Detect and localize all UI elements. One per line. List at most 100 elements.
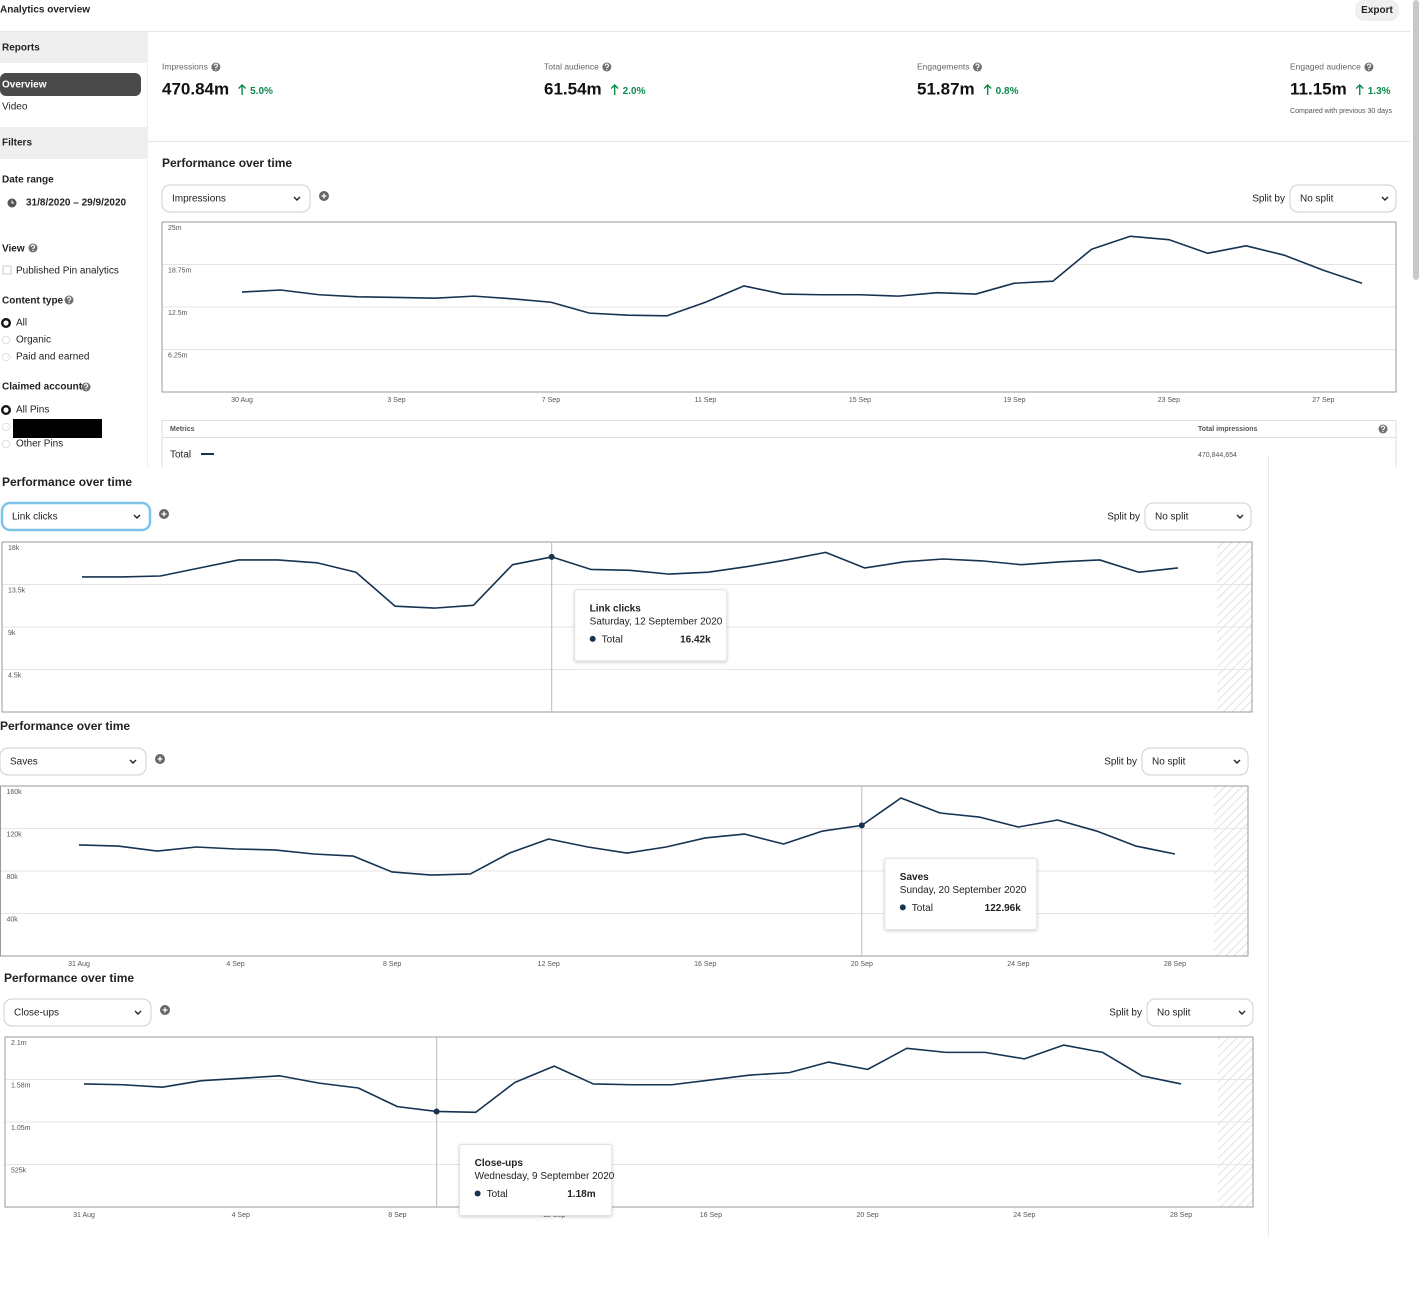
help-glyph (975, 63, 980, 69)
radio-label: All Pins (16, 405, 49, 416)
split-select[interactable] (1141, 747, 1249, 776)
kpi-label: Total audience (544, 61, 599, 71)
filter-label: Claimed account (2, 382, 83, 393)
plot-frame (161, 221, 1397, 393)
help-dot (606, 69, 608, 71)
chevron (1238, 1010, 1246, 1015)
split-select-value: No split (1155, 512, 1189, 523)
metric-select-value: Close-ups (14, 1008, 59, 1019)
x-tick-label: 23 Sep (1158, 397, 1180, 404)
tooltip (884, 857, 1038, 930)
tooltip (459, 1143, 613, 1216)
clock-hand (11, 200, 14, 204)
export-button[interactable] (1355, 0, 1399, 21)
radio-label: Other Pins (16, 439, 63, 450)
kpi-value: 61.54m (544, 79, 602, 98)
chevron (1381, 196, 1389, 201)
up-arrow (238, 84, 247, 95)
hover-point (548, 553, 555, 560)
kpi-value: 11.15m (1290, 79, 1347, 98)
radio[interactable] (1, 318, 11, 329)
filter-label: View (2, 244, 25, 255)
hover-point (433, 1108, 440, 1115)
x-tick-label: 16 Sep (694, 961, 716, 968)
radio[interactable] (1, 422, 11, 432)
page-title: Analytics overview (0, 5, 90, 16)
radio[interactable] (1, 335, 11, 345)
metric-select[interactable] (0, 747, 147, 776)
y-tick-label: 18.75m (168, 267, 192, 274)
plot-frame (4, 1036, 1254, 1208)
kpi-value: 51.87m (917, 79, 975, 98)
chevron (133, 514, 141, 519)
tooltip (574, 589, 728, 662)
y-tick-label: 40k (7, 916, 19, 923)
up-arrow (983, 84, 992, 95)
x-tick-label: 28 Sep (1170, 1212, 1192, 1219)
help-dot (32, 250, 34, 252)
redacted-account (13, 419, 102, 438)
table-header: Metrics (170, 426, 195, 433)
split-select[interactable] (1144, 502, 1252, 531)
x-tick-label: 20 Sep (857, 1212, 879, 1219)
help-glyph (1366, 63, 1372, 69)
x-tick-label: 20 Sep (851, 961, 873, 968)
section-title: Performance over time (162, 156, 292, 170)
help-glyph (30, 244, 36, 250)
help-dot (976, 69, 979, 71)
split-label: Split by (1252, 194, 1285, 205)
y-tick-label: 25m (168, 225, 182, 232)
radio[interactable] (1, 439, 11, 449)
table-header: Total impressions (1198, 426, 1257, 433)
filter-label: Content type (2, 296, 64, 307)
y-tick-label: 18k (8, 545, 20, 552)
kpi-label: Engaged audience (1290, 61, 1361, 71)
help-glyph (1380, 425, 1386, 431)
x-tick-label: 19 Sep (1003, 397, 1025, 404)
x-tick-label: 27 Sep (1312, 397, 1334, 404)
tooltip-swatch (589, 635, 596, 642)
help-dot (1382, 431, 1384, 433)
x-tick-label: 15 Sep (849, 397, 871, 404)
metric-select[interactable] (161, 184, 311, 213)
split-label: Split by (1104, 757, 1137, 768)
plus-glyph (161, 511, 167, 517)
y-tick-label: 9k (8, 630, 16, 637)
split-select-value: No split (1157, 1008, 1191, 1019)
split-select[interactable] (1289, 184, 1397, 213)
tooltip-title: Link clicks (590, 604, 642, 615)
tooltip-series: Total (602, 635, 623, 646)
help-glyph (213, 63, 218, 69)
nav-item: Video (2, 102, 28, 113)
section-title: Performance over time (2, 475, 132, 489)
x-tick-label: 31 Aug (68, 961, 90, 968)
radio[interactable] (1, 352, 11, 362)
kpi-change: 1.3% (1368, 86, 1391, 97)
x-tick-label: 4 Sep (232, 1212, 250, 1219)
table-row-label: Total (170, 450, 191, 461)
metric-select-value: Impressions (172, 194, 226, 205)
metrics-table-frame (161, 420, 1397, 467)
y-tick-label: 160k (7, 789, 23, 796)
x-tick-label: 8 Sep (383, 961, 401, 968)
x-tick-label: 8 Sep (388, 1212, 406, 1219)
x-tick-label: 3 Sep (387, 397, 405, 404)
tooltip-series: Total (912, 903, 933, 914)
metric-select[interactable] (0, 501, 152, 532)
y-tick-label: 120k (7, 831, 23, 838)
metric-select[interactable] (3, 998, 152, 1027)
sidebar-section (0, 127, 147, 159)
nav-active[interactable] (0, 73, 141, 96)
radio-label: Organic (16, 335, 51, 346)
radio[interactable] (1, 405, 11, 416)
series-line (82, 551, 1179, 609)
help-glyph (604, 63, 609, 69)
split-select[interactable] (1146, 998, 1254, 1027)
tooltip-date: Saturday, 12 September 2020 (590, 617, 723, 628)
x-tick-label: 24 Sep (1007, 961, 1029, 968)
checkbox-label: Published Pin analytics (16, 266, 119, 277)
chevron (1236, 514, 1244, 519)
checkbox[interactable] (2, 265, 12, 275)
y-tick-label: 525k (11, 1167, 27, 1174)
